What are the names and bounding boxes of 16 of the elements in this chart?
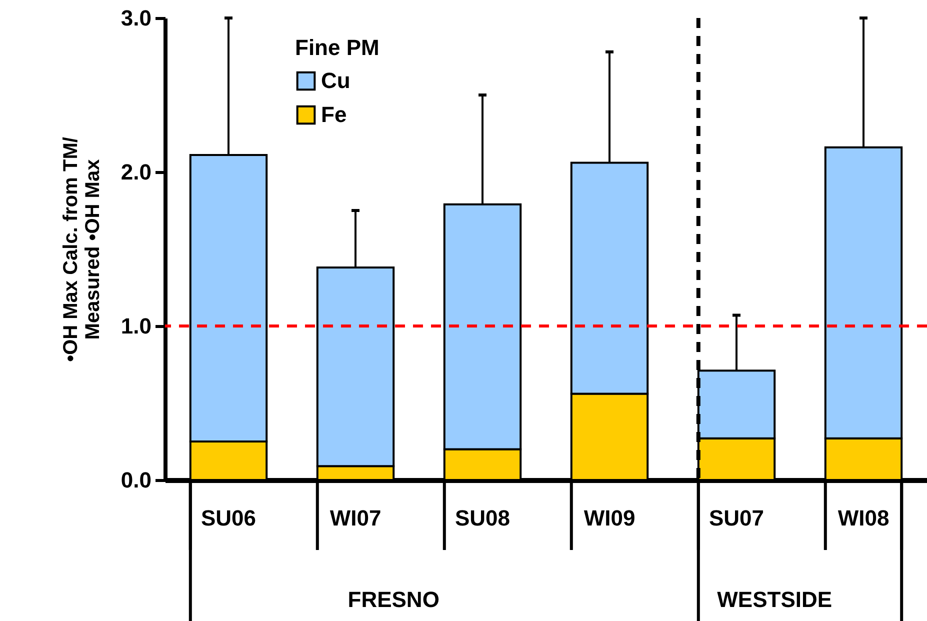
x-tick-label: WI08 bbox=[838, 506, 890, 530]
x-tick-label: WI09 bbox=[584, 506, 636, 530]
x-tick-label: WI07 bbox=[330, 506, 382, 530]
y-tick-label: 2.0 bbox=[120, 160, 152, 184]
y-tick-label: 0.0 bbox=[120, 468, 152, 492]
text: FRESNO bbox=[348, 587, 440, 612]
text: WESTSIDE bbox=[717, 587, 832, 612]
y-tick-label: 1.0 bbox=[120, 314, 152, 338]
y-tick-label: 3.0 bbox=[120, 6, 152, 30]
legend-label: Fe bbox=[321, 102, 347, 127]
y-axis-title: •OH Max Calc. from TM/ Measured •OH Max bbox=[60, 136, 104, 362]
x-tick-label: SU06 bbox=[200, 506, 256, 530]
x-tick-label: SU08 bbox=[454, 506, 510, 530]
x-tick-label: SU07 bbox=[708, 506, 764, 530]
legend-label: Cu bbox=[321, 68, 350, 93]
legend-title: Fine PM bbox=[295, 35, 380, 60]
